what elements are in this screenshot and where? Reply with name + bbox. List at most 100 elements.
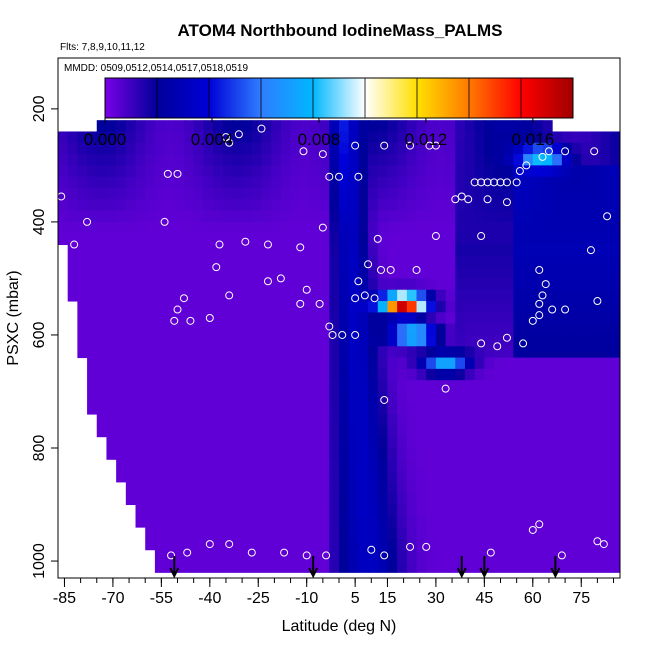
heatmap-cell [135, 368, 146, 381]
heatmap-cell [474, 267, 485, 279]
heatmap-cell [280, 459, 292, 472]
heatmap-cell [581, 289, 592, 302]
heatmap-cell [329, 131, 340, 144]
heatmap-cell [290, 142, 301, 155]
heatmap-cell [348, 334, 359, 347]
heatmap-cell [513, 538, 524, 551]
heatmap-cell [368, 267, 379, 279]
heatmap-cell [542, 255, 553, 268]
heatmap-cell [154, 312, 166, 325]
heatmap-cell [581, 312, 592, 325]
heatmap-cell [348, 425, 359, 438]
x-tick-label: 60 [524, 590, 542, 607]
heatmap-cell [532, 221, 543, 234]
heatmap-cell [87, 346, 98, 359]
heatmap-cell [213, 323, 224, 336]
heatmap-cell [339, 221, 350, 234]
observation-point [373, 234, 382, 243]
heatmap-cell [222, 154, 233, 166]
heatmap-cell [552, 323, 563, 336]
heatmap-cell [164, 402, 175, 415]
heatmap-cell [455, 448, 466, 460]
heatmap-cell [290, 493, 301, 506]
heatmap-cell [319, 334, 330, 347]
heatmap-cell [329, 244, 340, 257]
heatmap-cell [600, 301, 611, 313]
heatmap-cell [290, 301, 301, 313]
heatmap-cell [406, 504, 418, 517]
heatmap-cell [87, 176, 98, 189]
heatmap-cell [368, 515, 379, 528]
heatmap-cell [339, 425, 350, 438]
heatmap-cell [174, 267, 185, 279]
heatmap-cell [213, 561, 224, 573]
heatmap-cell [455, 515, 466, 528]
heatmap-cell [542, 120, 553, 132]
heatmap-cell [154, 391, 166, 404]
heatmap-cell [174, 425, 185, 438]
dates-label: MMDD: 0509,0512,0514,0517,0518,0519 [64, 63, 248, 74]
heatmap-cell [290, 459, 301, 472]
heatmap-cell [280, 391, 292, 404]
heatmap-cell [309, 538, 321, 551]
observation-point [522, 161, 531, 170]
heatmap-cell [300, 210, 311, 223]
heatmap-cell [455, 210, 466, 223]
heatmap-cell [503, 301, 514, 313]
heatmap-cell [542, 515, 553, 528]
observation-point [163, 169, 172, 178]
observation-point [225, 291, 234, 300]
heatmap-cell [125, 165, 137, 178]
heatmap-cell [406, 131, 418, 144]
heatmap-cell [174, 368, 185, 381]
heatmap-cell [600, 199, 611, 212]
heatmap-cell [319, 436, 330, 449]
heatmap-cell [339, 131, 350, 144]
heatmap-cell [426, 267, 437, 279]
heatmap-cell [464, 436, 476, 449]
heatmap-cell [445, 233, 456, 246]
heatmap-cell [329, 493, 340, 506]
heatmap-cell [610, 210, 620, 223]
heatmap-cell [523, 380, 534, 392]
heatmap-cell [561, 357, 573, 370]
observation-point [412, 265, 421, 274]
heatmap-cell [416, 493, 427, 506]
heatmap-cell [445, 549, 456, 562]
heatmap-cell [513, 561, 524, 573]
heatmap-cell [581, 233, 592, 246]
heatmap-cell [610, 176, 620, 189]
heatmap-cell [581, 481, 592, 494]
heatmap-cell [319, 154, 330, 166]
heatmap-cell [145, 233, 156, 246]
heatmap-cell [590, 199, 602, 212]
heatmap-cell [552, 221, 563, 234]
heatmap-cell [106, 346, 117, 359]
heatmap-cell [164, 233, 175, 246]
heatmap-cell [474, 391, 485, 404]
heatmap-cell [503, 470, 514, 483]
heatmap-cell [329, 165, 340, 178]
heatmap-cell [96, 278, 107, 291]
heatmap-cell [358, 459, 369, 472]
heatmap-cell [581, 493, 592, 506]
heatmap-cell [309, 176, 321, 189]
heatmap-cell [96, 120, 107, 132]
observation-point [538, 291, 547, 300]
x-tick-label: -40 [198, 590, 221, 607]
heatmap-cell [484, 323, 495, 336]
heatmap-cell [513, 244, 524, 257]
heatmap-cell [222, 244, 233, 257]
heatmap-cell [87, 323, 98, 336]
heatmap-cell [280, 267, 292, 279]
heatmap-cell [164, 481, 175, 494]
arrow-head [308, 567, 319, 579]
heatmap-cell [271, 515, 282, 528]
heatmap-cell [125, 323, 137, 336]
heatmap-cell [552, 312, 563, 325]
heatmap-cell [290, 549, 301, 562]
heatmap-cell [242, 289, 253, 302]
heatmap-cell [484, 402, 495, 415]
heatmap-cell [484, 391, 495, 404]
heatmap-cell [193, 391, 204, 404]
